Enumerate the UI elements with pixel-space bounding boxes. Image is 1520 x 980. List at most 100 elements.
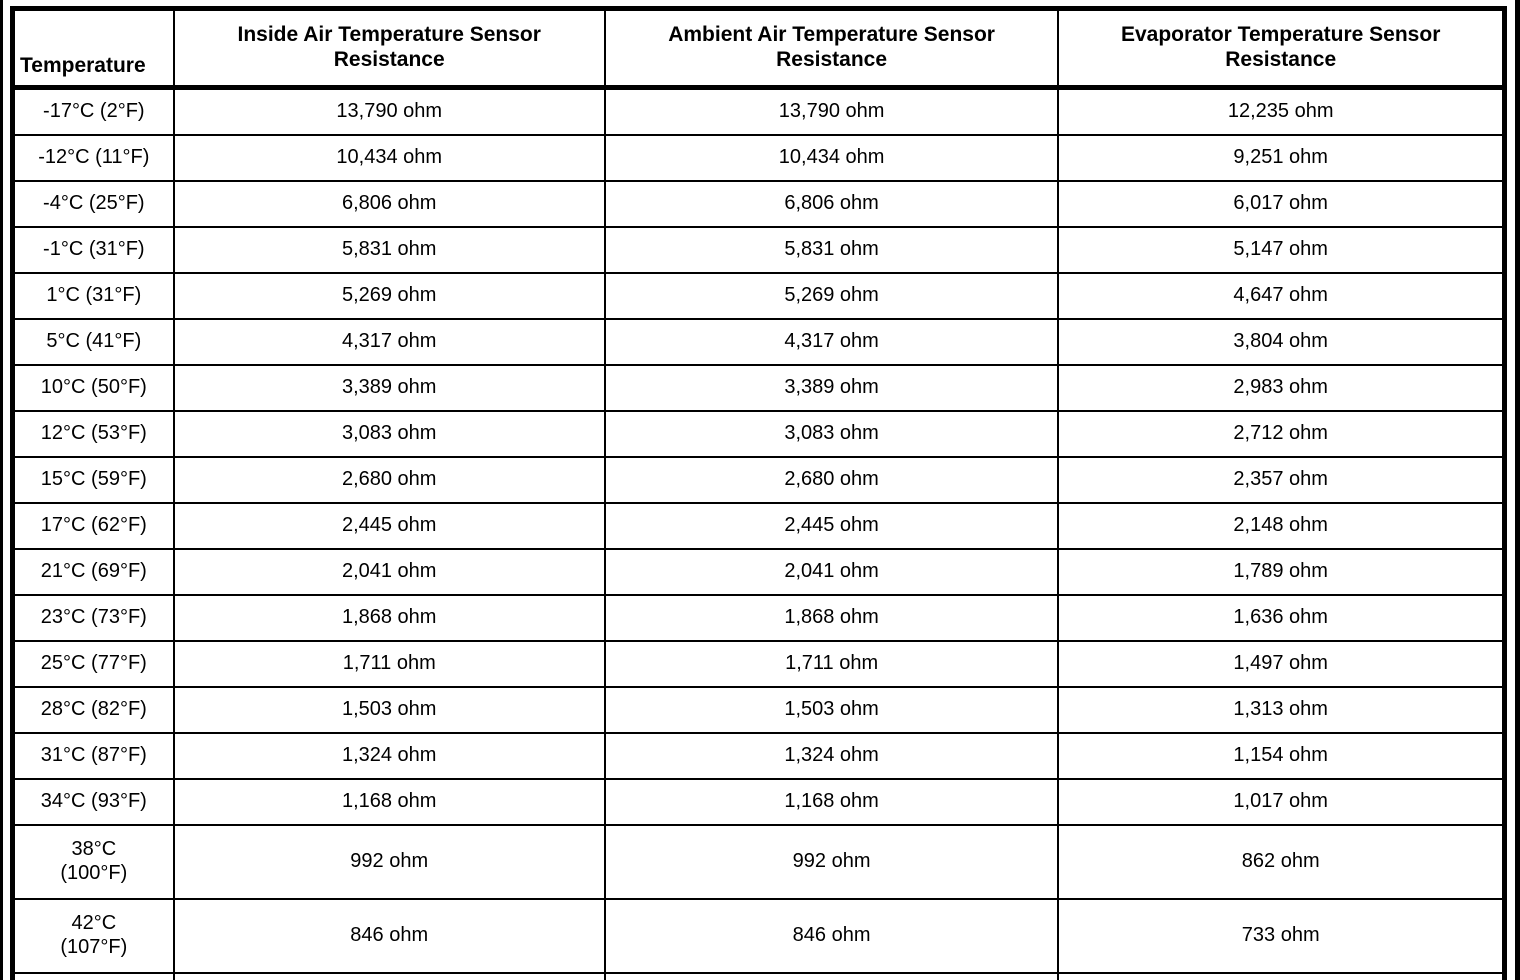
table-header: Temperature Inside Air Temperature Senso… <box>11 7 1506 90</box>
temperature-cell: 5°C (41°F) <box>11 318 175 366</box>
temperature-cell: 28°C (82°F) <box>11 686 175 734</box>
table-row: 38°C (100°F) 992 ohm 992 ohm 862 ohm <box>11 824 1506 900</box>
temperature-cell: 17°C (62°F) <box>11 502 175 550</box>
inside-resistance-cell: 13,790 ohm <box>172 86 606 136</box>
inside-resistance-cell: 2,680 ohm <box>172 456 606 504</box>
evaporator-resistance-cell: 3,804 ohm <box>1057 318 1506 366</box>
table-row: 42°C (107°F) 846 ohm 846 ohm 733 ohm <box>11 898 1506 974</box>
inside-resistance-cell: 1,324 ohm <box>172 732 606 780</box>
evaporator-resistance-cell: 1,789 ohm <box>1057 548 1506 596</box>
temperature-cell: -17°C (2°F) <box>11 86 175 136</box>
temperature-cell: 10°C (50°F) <box>11 364 175 412</box>
inside-resistance-cell: 645 ohm <box>172 972 606 980</box>
ambient-resistance-cell: 1,868 ohm <box>603 594 1060 642</box>
ambient-resistance-cell: 4,317 ohm <box>603 318 1060 366</box>
evaporator-resistance-cell: 9,251 ohm <box>1057 134 1506 182</box>
table-row: 34°C (93°F) 1,168 ohm 1,168 ohm 1,017 oh… <box>11 778 1506 826</box>
evaporator-resistance-cell: 1,636 ohm <box>1057 594 1506 642</box>
temperature-cell: 34°C (93°F) <box>11 778 175 826</box>
temperature-cell: 42°C (107°F) <box>11 898 175 974</box>
table-row: -12°C (11°F) 10,434 ohm 10,434 ohm 9,251… <box>11 134 1506 182</box>
evaporator-resistance-cell: 2,983 ohm <box>1057 364 1506 412</box>
evaporator-resistance-cell: 733 ohm <box>1057 898 1506 974</box>
evaporator-resistance-cell: 5,147 ohm <box>1057 226 1506 274</box>
evaporator-resistance-cell: 2,357 ohm <box>1057 456 1506 504</box>
inside-resistance-cell: 4,317 ohm <box>172 318 606 366</box>
evaporator-sensor-column-header: Evaporator Temperature Sensor Resistance <box>1057 7 1506 90</box>
temperature-cell: 49°C (120°F) <box>11 972 175 980</box>
table-row: -1°C (31°F) 5,831 ohm 5,831 ohm 5,147 oh… <box>11 226 1506 274</box>
temperature-cell: -12°C (11°F) <box>11 134 175 182</box>
evaporator-resistance-cell: 12,235 ohm <box>1057 86 1506 136</box>
evaporator-resistance-cell: 4,647 ohm <box>1057 272 1506 320</box>
temperature-column-header: Temperature <box>11 7 175 90</box>
ambient-resistance-cell: 5,269 ohm <box>603 272 1060 320</box>
header-row: Temperature Inside Air Temperature Senso… <box>11 7 1506 90</box>
table-body: -17°C (2°F) 13,790 ohm 13,790 ohm 12,235… <box>11 86 1506 980</box>
table-row: 5°C (41°F) 4,317 ohm 4,317 ohm 3,804 ohm <box>11 318 1506 366</box>
ambient-resistance-cell: 1,711 ohm <box>603 640 1060 688</box>
temperature-cell: 1°C (31°F) <box>11 272 175 320</box>
evaporator-resistance-cell: 1,497 ohm <box>1057 640 1506 688</box>
temperature-cell: 38°C (100°F) <box>11 824 175 900</box>
evaporator-resistance-cell: 1,154 ohm <box>1057 732 1506 780</box>
temperature-cell: -1°C (31°F) <box>11 226 175 274</box>
inside-resistance-cell: 1,868 ohm <box>172 594 606 642</box>
table-row: 23°C (73°F) 1,868 ohm 1,868 ohm 1,636 oh… <box>11 594 1506 642</box>
ambient-resistance-cell: 3,389 ohm <box>603 364 1060 412</box>
temperature-cell: 15°C (59°F) <box>11 456 175 504</box>
table-row: 1°C (31°F) 5,269 ohm 5,269 ohm 4,647 ohm <box>11 272 1506 320</box>
ambient-resistance-cell: 3,083 ohm <box>603 410 1060 458</box>
evaporator-resistance-cell: 862 ohm <box>1057 824 1506 900</box>
inside-resistance-cell: 6,806 ohm <box>172 180 606 228</box>
inside-resistance-cell: 992 ohm <box>172 824 606 900</box>
ambient-resistance-cell: 1,503 ohm <box>603 686 1060 734</box>
inside-resistance-cell: 2,041 ohm <box>172 548 606 596</box>
ambient-resistance-cell: 2,041 ohm <box>603 548 1060 596</box>
inside-resistance-cell: 3,083 ohm <box>172 410 606 458</box>
table-row: 10°C (50°F) 3,389 ohm 3,389 ohm 2,983 oh… <box>11 364 1506 412</box>
table-row: 28°C (82°F) 1,503 ohm 1,503 ohm 1,313 oh… <box>11 686 1506 734</box>
ambient-resistance-cell: 2,445 ohm <box>603 502 1060 550</box>
ambient-air-sensor-column-header: Ambient Air Temperature Sensor Resistanc… <box>603 7 1060 90</box>
temperature-cell: 21°C (69°F) <box>11 548 175 596</box>
temperature-cell: 12°C (53°F) <box>11 410 175 458</box>
inside-resistance-cell: 1,503 ohm <box>172 686 606 734</box>
evaporator-resistance-cell: 2,148 ohm <box>1057 502 1506 550</box>
inside-resistance-cell: 5,269 ohm <box>172 272 606 320</box>
ambient-resistance-cell: 992 ohm <box>603 824 1060 900</box>
table-row: -4°C (25°F) 6,806 ohm 6,806 ohm 6,017 oh… <box>11 180 1506 228</box>
evaporator-resistance-cell: 1,017 ohm <box>1057 778 1506 826</box>
temperature-cell: -4°C (25°F) <box>11 180 175 228</box>
inside-resistance-cell: 846 ohm <box>172 898 606 974</box>
ambient-resistance-cell: 2,680 ohm <box>603 456 1060 504</box>
temperature-cell: 25°C (77°F) <box>11 640 175 688</box>
ambient-resistance-cell: 846 ohm <box>603 898 1060 974</box>
table-row: 31°C (87°F) 1,324 ohm 1,324 ohm 1,154 oh… <box>11 732 1506 780</box>
inside-resistance-cell: 1,711 ohm <box>172 640 606 688</box>
table-row: 12°C (53°F) 3,083 ohm 3,083 ohm 2,712 oh… <box>11 410 1506 458</box>
table-row: 25°C (77°F) 1,711 ohm 1,711 ohm 1,497 oh… <box>11 640 1506 688</box>
inside-resistance-cell: 3,389 ohm <box>172 364 606 412</box>
table-row: 21°C (69°F) 2,041 ohm 2,041 ohm 1,789 oh… <box>11 548 1506 596</box>
evaporator-resistance-cell: 6,017 ohm <box>1057 180 1506 228</box>
temperature-cell: 31°C (87°F) <box>11 732 175 780</box>
table-row: 17°C (62°F) 2,445 ohm 2,445 ohm 2,148 oh… <box>11 502 1506 550</box>
table-row: 49°C (120°F) 645 ohm 645 ohm 558 ohm <box>11 972 1506 980</box>
table-row: -17°C (2°F) 13,790 ohm 13,790 ohm 12,235… <box>11 86 1506 136</box>
inside-resistance-cell: 1,168 ohm <box>172 778 606 826</box>
inside-resistance-cell: 2,445 ohm <box>172 502 606 550</box>
ambient-resistance-cell: 1,168 ohm <box>603 778 1060 826</box>
ambient-resistance-cell: 1,324 ohm <box>603 732 1060 780</box>
table-row: 15°C (59°F) 2,680 ohm 2,680 ohm 2,357 oh… <box>11 456 1506 504</box>
ambient-resistance-cell: 13,790 ohm <box>603 86 1060 136</box>
temperature-cell: 23°C (73°F) <box>11 594 175 642</box>
inside-resistance-cell: 10,434 ohm <box>172 134 606 182</box>
ambient-resistance-cell: 5,831 ohm <box>603 226 1060 274</box>
ambient-resistance-cell: 6,806 ohm <box>603 180 1060 228</box>
inside-resistance-cell: 5,831 ohm <box>172 226 606 274</box>
ambient-resistance-cell: 10,434 ohm <box>603 134 1060 182</box>
sensor-resistance-table: Temperature Inside Air Temperature Senso… <box>10 6 1507 980</box>
evaporator-resistance-cell: 2,712 ohm <box>1057 410 1506 458</box>
